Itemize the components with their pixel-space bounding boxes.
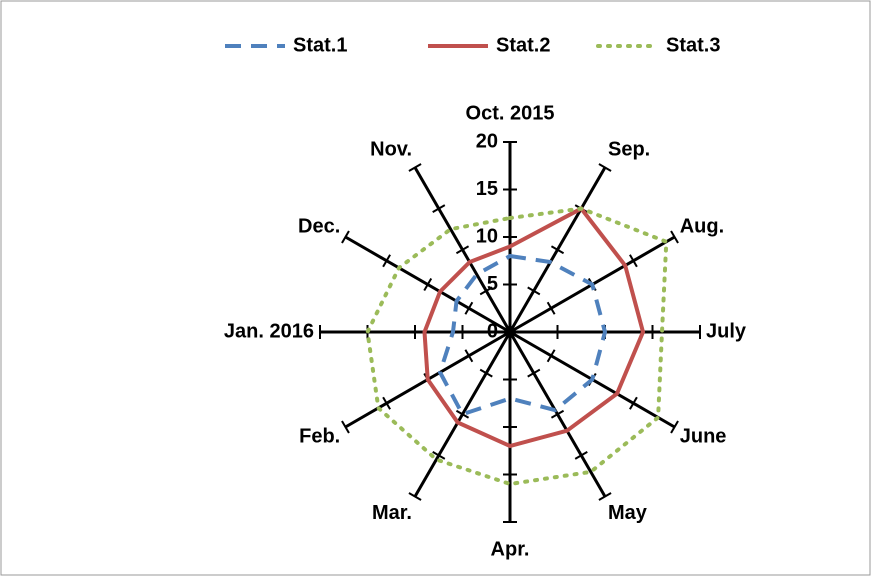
r-tick-label: 10 <box>476 225 498 247</box>
tick-mark <box>382 254 391 268</box>
series-line <box>365 206 669 487</box>
tick-mark <box>408 492 422 501</box>
r-tick-label: 20 <box>476 130 498 152</box>
tick-mark <box>432 451 446 460</box>
tick-mark <box>598 163 612 172</box>
category-label: Nov. <box>370 138 412 160</box>
tick-mark <box>479 286 493 296</box>
category-label: July <box>706 320 747 342</box>
tick-mark <box>464 349 474 363</box>
tick-mark <box>423 277 433 292</box>
category-label: Mar. <box>372 502 412 524</box>
category-label: Feb. <box>299 425 340 447</box>
category-label: Dec. <box>298 215 340 237</box>
tick-mark <box>455 245 470 255</box>
tick-mark <box>455 409 470 419</box>
tick-mark <box>546 349 556 363</box>
category-label: Apr. <box>491 538 530 560</box>
tick-mark <box>546 301 556 315</box>
tick-mark <box>527 368 541 378</box>
category-label: June <box>680 425 727 447</box>
tick-mark <box>464 301 474 315</box>
legend-label: Stat.3 <box>666 34 720 56</box>
series-line <box>437 253 608 417</box>
tick-mark <box>382 396 391 410</box>
tick-mark <box>670 230 679 244</box>
tick-mark <box>550 245 565 255</box>
tick-mark <box>503 327 517 337</box>
tick-mark <box>670 420 679 434</box>
legend-label: Stat.2 <box>496 34 550 56</box>
category-label: May <box>608 502 648 524</box>
tick-mark <box>629 254 638 268</box>
r-tick-label: 0 <box>487 320 498 342</box>
tick-mark <box>432 204 446 213</box>
category-label: Sep. <box>608 138 650 160</box>
tick-mark <box>574 451 588 460</box>
tick-mark <box>341 230 350 244</box>
r-tick-label: 5 <box>487 273 498 295</box>
tick-mark <box>408 163 422 172</box>
tick-mark <box>598 492 612 501</box>
category-label: Oct. 2015 <box>466 102 555 124</box>
tick-mark <box>341 420 350 434</box>
tick-mark <box>550 409 565 419</box>
tick-mark <box>629 396 638 410</box>
series-line <box>422 206 646 449</box>
r-tick-label: 15 <box>476 178 498 200</box>
category-label: Jan. 2016 <box>224 320 314 342</box>
category-label: Aug. <box>680 215 724 237</box>
legend-label: Stat.1 <box>293 34 347 56</box>
tick-mark <box>479 368 493 378</box>
tick-mark <box>527 286 541 296</box>
